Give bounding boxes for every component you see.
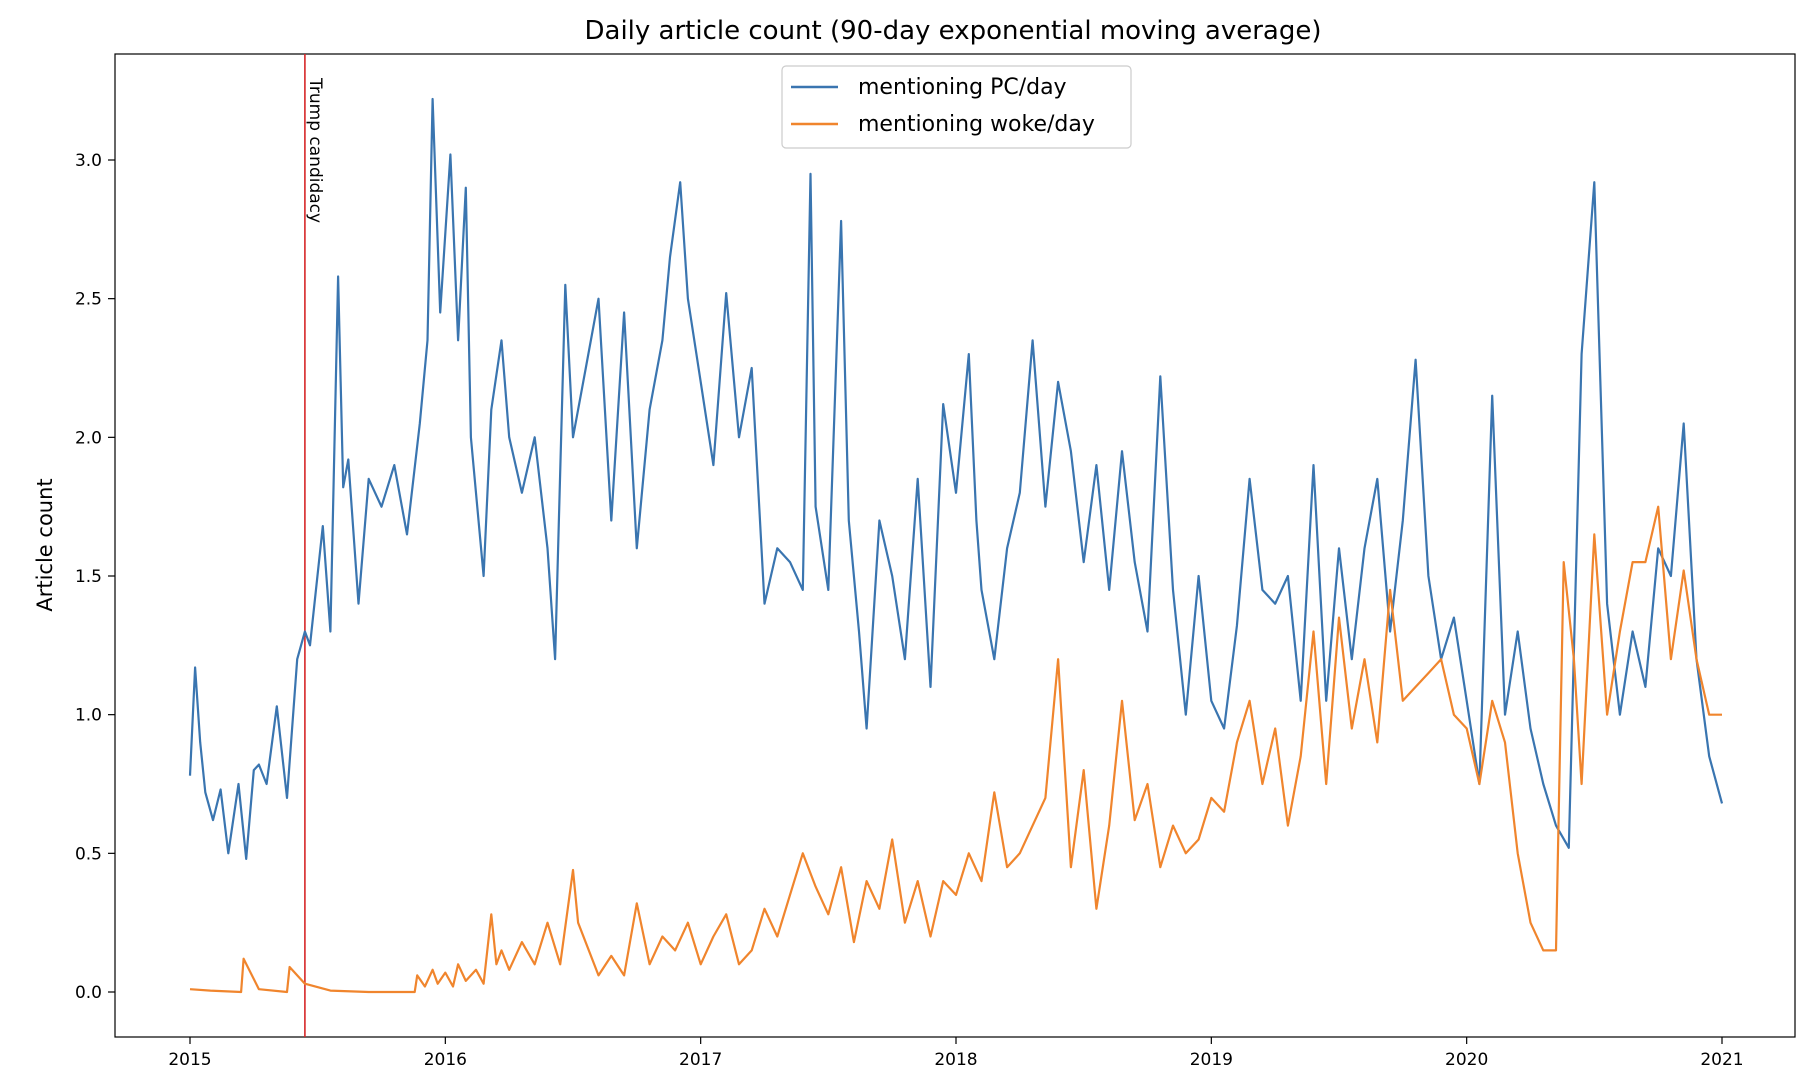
y-tick-label: 0.0: [75, 983, 102, 1003]
series-woke-line: [189, 505, 1722, 994]
series-pc-line: [188, 97, 1724, 860]
y-axis-label: Article count: [33, 478, 57, 611]
y-axis-ticks: 0.0 0.5 1.0 1.5 2.0 2.5 3.0: [75, 151, 115, 1003]
legend-box: [781, 65, 1132, 149]
x-tick-label: 2019: [1190, 1050, 1233, 1070]
chart-title: Daily article count (90-day exponential …: [585, 16, 1322, 46]
x-tick-label: 2017: [679, 1050, 722, 1070]
y-tick-label: 2.5: [75, 290, 102, 310]
legend: mentioning PC/day mentioning woke/day: [781, 65, 1132, 149]
y-tick-label: 3.0: [75, 151, 102, 171]
legend-label-pc: mentioning PC/day: [858, 75, 1067, 100]
x-tick-label: 2016: [424, 1050, 467, 1070]
legend-label-woke: mentioning woke/day: [858, 112, 1095, 137]
y-tick-label: 1.0: [75, 706, 102, 726]
x-tick-label: 2018: [934, 1050, 977, 1070]
y-tick-label: 2.0: [75, 428, 102, 448]
trump-candidacy-label: Trump candidacy: [305, 77, 325, 223]
x-axis-ticks: 2015 2016 2017 2018 2019 2020 2021: [168, 1037, 1744, 1070]
plot-area-frame: [114, 53, 1796, 1038]
y-tick-label: 0.5: [75, 844, 102, 864]
x-tick-label: 2020: [1445, 1050, 1488, 1070]
x-tick-label: 2015: [168, 1050, 211, 1070]
x-tick-label: 2021: [1700, 1050, 1743, 1070]
y-tick-label: 1.5: [75, 567, 102, 587]
